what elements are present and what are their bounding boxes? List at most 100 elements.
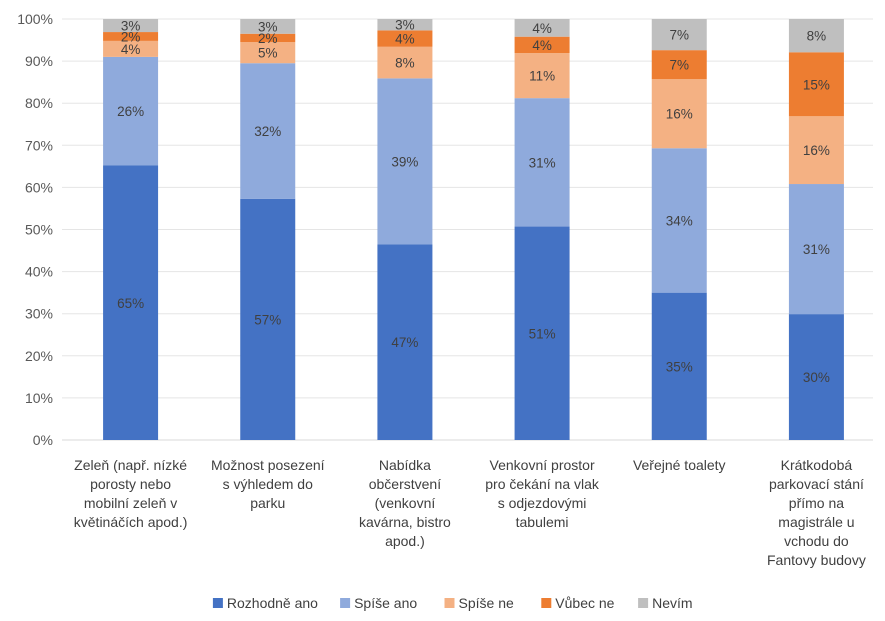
bar-segment — [788, 52, 844, 117]
data-label: 31% — [529, 155, 556, 170]
data-label: 8% — [395, 56, 415, 71]
legend-entry: Spíše ne — [459, 595, 514, 611]
legend-swatch — [638, 598, 649, 608]
bar-segment — [103, 165, 159, 440]
x-tick-label-line: Venkovní prostor — [490, 457, 595, 473]
x-tick-label-line: Fantovy budovy — [767, 552, 866, 568]
x-tick-label-line: Krátkodobá — [781, 457, 853, 473]
x-tick-label-line: s odjezdovými — [498, 495, 587, 511]
x-tick-label: Možnost posezení s výhledem do parku — [211, 457, 325, 511]
bar-segment — [514, 98, 570, 227]
x-tick-label-line: (venkovní — [375, 495, 436, 511]
legend: Rozhodně ano Spíše ano Spíše ne Vůbec ne Nev… — [212, 595, 693, 611]
x-tick-label-line: mobilní zeleň v — [84, 495, 177, 511]
x-tick-label-line: parkovací stání — [769, 476, 864, 492]
data-label: 4% — [121, 42, 141, 57]
bar-segment — [651, 19, 707, 51]
data-label: 16% — [803, 143, 830, 158]
bar-segment — [240, 33, 296, 43]
data-label: 8% — [807, 29, 827, 44]
bar-segment — [514, 36, 570, 54]
bar-segment — [788, 19, 844, 53]
legend-swatch — [444, 598, 455, 608]
x-tick-label-line: Možnost posezení — [211, 457, 325, 473]
data-label: 31% — [803, 242, 830, 257]
data-label: 3% — [395, 18, 415, 33]
bar-segment — [240, 198, 296, 440]
x-tick-label-line: květináčích apod.) — [74, 514, 188, 530]
bar-segment — [514, 19, 570, 37]
data-label: 65% — [117, 296, 144, 311]
data-label: 26% — [117, 104, 144, 119]
bar-segment — [514, 226, 570, 440]
x-tick-label-line: tabulemi — [516, 514, 569, 530]
y-tick-label: 20% — [25, 348, 53, 364]
bar-segment — [377, 244, 433, 440]
x-tick-label-line: občerstvení — [369, 476, 441, 492]
x-tick-label-line: kavárna, bistro — [359, 514, 451, 530]
data-label: 7% — [669, 58, 689, 73]
legend-entry: Rozhodně ano — [227, 595, 318, 611]
x-tick-label-line: parku — [250, 495, 285, 511]
data-label: 2% — [258, 31, 278, 46]
data-label: 32% — [254, 124, 281, 139]
bar-segment — [651, 50, 707, 80]
bar-segment — [240, 19, 296, 34]
bar-segment — [377, 30, 433, 47]
x-tick-label-line: vchodu do — [784, 533, 849, 549]
legend-entry: Nevím — [652, 595, 692, 611]
bar-segment — [240, 63, 296, 199]
data-label: 11% — [529, 69, 555, 84]
legend-entry: Vůbec ne — [555, 595, 614, 611]
data-label: 3% — [258, 19, 278, 34]
y-tick-label: 30% — [25, 306, 53, 322]
x-tick-label: Veřejné toalety — [633, 457, 726, 473]
y-tick-label: 80% — [25, 95, 53, 111]
data-label: 39% — [391, 154, 418, 169]
y-tick-label: 100% — [17, 11, 53, 27]
y-axis: 0% 10% 20% 30% 40% 50% 60% 70% 80% 90% 100% — [17, 11, 53, 448]
data-label: 35% — [666, 359, 693, 374]
data-label: 5% — [258, 46, 278, 61]
legend-entry: Spíše ano — [354, 595, 417, 611]
x-tick-label: Krátkodobá parkovací stání přímo na magistr… — [767, 457, 866, 568]
x-tick-label: Venkovní prostor pro čekání na vlak s odje… — [485, 457, 600, 530]
bar-segment — [788, 314, 844, 440]
legend-swatch — [340, 598, 351, 608]
data-label: 3% — [121, 19, 141, 34]
x-tick-label-line: pro čekání na vlak — [485, 476, 600, 492]
data-label: 4% — [395, 32, 415, 47]
data-label: 4% — [532, 21, 552, 36]
bar-segment — [103, 19, 159, 33]
x-tick-label-line: porosty nebo — [90, 476, 171, 492]
bar-segment — [651, 148, 707, 293]
bar-segment — [103, 56, 159, 166]
bar-segment — [651, 292, 707, 440]
y-tick-label: 10% — [25, 390, 53, 406]
data-label: 7% — [669, 28, 689, 43]
legend-swatch — [212, 598, 223, 608]
x-tick-label-line: Nabídka — [379, 457, 431, 473]
data-label: 15% — [803, 77, 830, 92]
y-tick-label: 40% — [25, 264, 53, 280]
bar-segment — [651, 79, 707, 149]
y-tick-label: 50% — [25, 222, 53, 238]
legend-swatch — [541, 598, 552, 608]
x-tick-label: Zeleň (např. nízké porosty nebo mobilní ze… — [74, 457, 188, 530]
data-label: 34% — [666, 213, 693, 228]
data-label: 2% — [121, 29, 141, 44]
x-tick-label-line: Veřejné toalety — [633, 457, 726, 473]
bar-segment — [788, 184, 844, 315]
y-tick-label: 0% — [33, 432, 53, 448]
x-tick-label-line: magistrále u — [778, 514, 854, 530]
bars — [103, 19, 844, 440]
x-tick-label-line: Zeleň (např. nízké — [74, 457, 187, 473]
bar-segment — [103, 40, 159, 57]
data-label: 16% — [666, 107, 693, 122]
bar-segment — [240, 42, 296, 64]
bar-segment — [103, 32, 159, 41]
x-tick-label-line: s výhledem do — [223, 476, 313, 492]
bar-segment — [788, 116, 844, 185]
x-tick-label-line: apod.) — [385, 533, 425, 549]
